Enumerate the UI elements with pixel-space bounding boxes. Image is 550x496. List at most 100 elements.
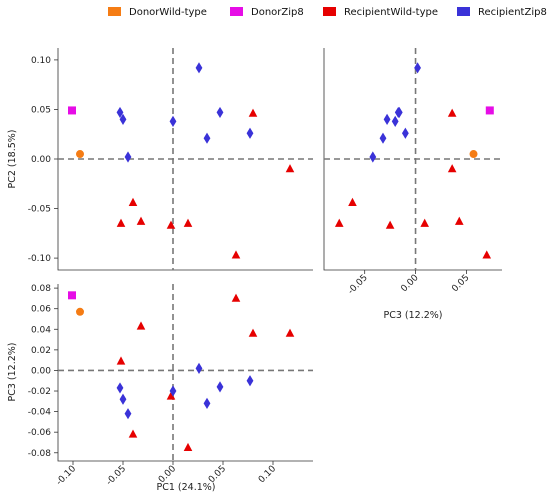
point-recipientzip8 [246, 375, 254, 387]
point-recipientwild-type [248, 328, 258, 337]
point-recipientzip8 [401, 127, 409, 139]
point-recipientwild-type [248, 108, 258, 117]
point-recipientwild-type [116, 356, 126, 365]
legend-marker-donor-zip8 [230, 7, 243, 16]
y-tick-label: 0.10 [31, 56, 51, 66]
x-tick-label: -0.10 [55, 464, 79, 488]
point-recipientzip8 [116, 382, 124, 394]
panel-pc1-pc3-grid [58, 284, 313, 461]
point-recipientwild-type [166, 391, 176, 400]
point-recipientzip8 [124, 151, 132, 163]
point-recipientzip8 [124, 408, 132, 420]
panel-pc1-pc2-points [68, 62, 295, 259]
legend-marker-donor-wild-type [108, 7, 121, 16]
point-recipientzip8 [195, 62, 203, 74]
y-tick-label: 0.00 [31, 155, 51, 165]
legend-entry-donor-zip8: DonorZip8 [230, 7, 304, 18]
point-recipientwild-type [128, 429, 138, 438]
legend-entry-recipient-wild-type: RecipientWild-type [323, 7, 438, 18]
y-tick-label: 0.00 [31, 366, 51, 376]
legend-label-recipient-zip8: RecipientZip8 [478, 7, 547, 18]
legend-entry-recipient-zip8: RecipientZip8 [457, 7, 547, 18]
point-recipientwild-type [285, 328, 295, 337]
point-recipientwild-type [285, 164, 295, 173]
point-recipientwild-type [420, 218, 429, 227]
point-recipientwild-type [136, 321, 146, 330]
panel-pc1-pc2-ticks: -0.10 -0.05 0.00 0.05 0.10 [28, 56, 58, 264]
panel-pc1-pc3-xlabel: PC1 (24.1%) [156, 482, 215, 493]
point-donorwild-type [469, 150, 478, 159]
panel-pc3-pc2-xlabel: PC3 (12.2%) [383, 310, 442, 321]
point-recipientwild-type [334, 218, 344, 227]
legend-entry-donor-wild-type: DonorWild-type [108, 7, 207, 18]
point-recipientzip8 [383, 113, 391, 125]
point-recipientzip8 [379, 132, 387, 144]
y-tick-label: 0.02 [31, 346, 51, 356]
y-tick-label: 0.05 [31, 105, 51, 115]
point-recipientzip8 [246, 127, 254, 139]
point-recipientwild-type [166, 220, 176, 229]
panel-pc3-pc2-points [334, 62, 494, 259]
y-tick-label: -0.05 [28, 205, 51, 215]
point-recipientzip8 [169, 115, 177, 127]
point-recipientzip8 [216, 381, 224, 393]
panel-pc1-pc2: -0.10 -0.05 0.00 0.05 0.10 PC2 (18.5%) [7, 48, 313, 271]
point-recipientwild-type [183, 442, 193, 452]
point-recipientzip8 [391, 115, 399, 127]
panel-pc1-pc3: -0.08 -0.06 -0.04 -0.02 0.00 0.02 0.04 0.06 0.08… [7, 284, 313, 493]
point-recipientwild-type [454, 216, 464, 225]
panel-pc1-pc2-ylabel: PC2 (18.5%) [7, 129, 18, 188]
point-recipientzip8 [169, 385, 177, 397]
point-recipientwild-type [385, 220, 395, 229]
y-tick-label: 0.08 [31, 284, 51, 294]
panel-pc3-pc2-spines [323, 48, 502, 271]
point-recipientwild-type [447, 164, 457, 173]
point-recipientzip8 [369, 151, 377, 163]
legend-marker-recipient-wild-type [323, 7, 336, 16]
point-recipientzip8 [119, 113, 127, 125]
y-tick-label: -0.08 [28, 449, 52, 459]
point-donorzip8 [68, 291, 76, 300]
x-tick-label: 0.05 [450, 273, 471, 294]
point-donorzip8 [485, 106, 494, 115]
point-recipientzip8 [203, 132, 211, 144]
panel-pc1-pc3-spines [57, 284, 313, 462]
point-recipientzip8 [195, 362, 203, 374]
point-recipientzip8 [116, 106, 124, 119]
x-tick-label: 0.10 [257, 464, 278, 485]
point-recipientwild-type [348, 197, 357, 207]
legend-label-donor-zip8: DonorZip8 [251, 7, 304, 18]
legend: DonorWild-type DonorZip8 RecipientWild-t… [108, 7, 547, 18]
point-recipientwild-type [231, 250, 241, 259]
point-recipientwild-type [183, 218, 193, 227]
legend-marker-recipient-zip8 [457, 7, 470, 16]
y-tick-label: -0.04 [28, 408, 52, 418]
point-recipientwild-type [128, 197, 138, 207]
panel-pc1-pc3-points [68, 291, 295, 452]
y-tick-label: 0.04 [31, 325, 51, 335]
legend-label-donor-wild-type: DonorWild-type [129, 7, 207, 18]
panel-pc3-pc2-ticks: -0.05 0.00 0.05 [346, 270, 472, 297]
point-recipientzip8 [414, 62, 421, 74]
y-tick-label: -0.02 [28, 387, 51, 397]
x-tick-label: -0.05 [346, 273, 370, 297]
point-recipientwild-type [447, 108, 457, 117]
point-recipientwild-type [482, 250, 492, 259]
panel-pc3-pc2-grid [324, 48, 502, 270]
panel-pc1-pc2-spines [57, 48, 313, 271]
point-recipientzip8 [216, 106, 224, 119]
legend-label-recipient-wild-type: RecipientWild-type [344, 7, 438, 18]
panel-pc1-pc3-ylabel: PC3 (12.2%) [7, 342, 18, 401]
point-recipientzip8 [119, 393, 127, 405]
point-recipientzip8 [394, 106, 402, 119]
x-tick-label: 0.00 [399, 273, 420, 294]
y-tick-label: -0.06 [28, 428, 52, 438]
y-tick-label: -0.10 [28, 254, 52, 264]
panel-pc3-pc2: -0.05 0.00 0.05 PC3 (12.2%) [323, 48, 502, 321]
point-donorwild-type [76, 150, 84, 159]
x-tick-label: -0.05 [105, 464, 129, 488]
y-tick-label: 0.06 [31, 305, 51, 315]
panel-pc1-pc2-grid [58, 48, 313, 270]
panel-pc1-pc3-ticks: -0.08 -0.06 -0.04 -0.02 0.00 0.02 0.04 0.06 0.08… [28, 284, 279, 487]
